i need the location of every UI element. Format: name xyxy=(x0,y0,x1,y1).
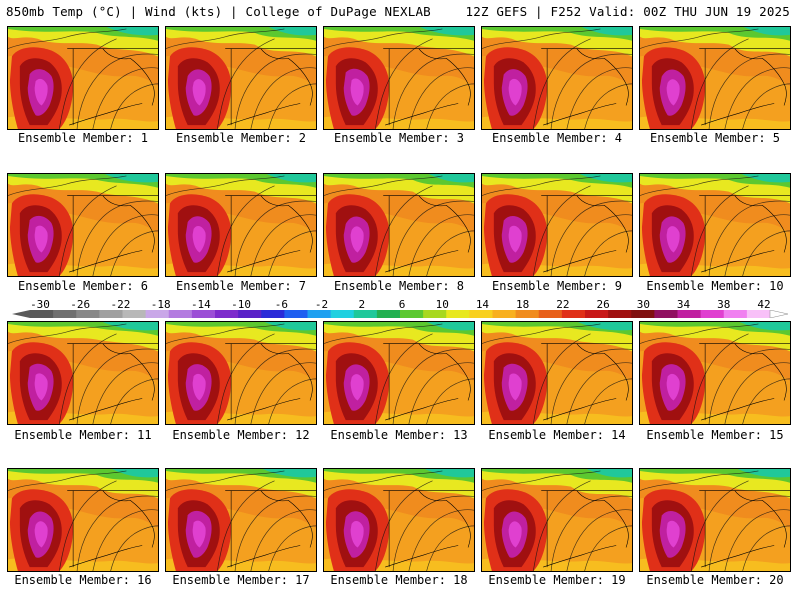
temperature-colorbar: -30 -26 -22 -18 -14 -10 -6 -2 2 6 10 14 18 22 26 30 34 38… xyxy=(12,298,788,318)
colorbar-segment xyxy=(122,310,147,318)
colorbar-tick-label: 26 xyxy=(596,298,610,311)
ensemble-member-caption: Ensemble Member: 16 xyxy=(14,573,152,587)
ensemble-member-map xyxy=(481,173,633,277)
colorbar-tick-label: 18 xyxy=(516,298,530,311)
ensemble-member-map xyxy=(7,173,159,277)
ensemble-member-caption: Ensemble Member: 8 xyxy=(333,279,465,293)
ensemble-member-caption: Ensemble Member: 1 xyxy=(17,131,149,145)
colorbar-tick-label: 42 xyxy=(757,298,771,311)
colorbar-tick-label: 34 xyxy=(676,298,691,311)
colorbar-tick-label: -6 xyxy=(274,298,288,311)
colorbar-tick-label: 2 xyxy=(358,298,366,311)
colorbar-segment xyxy=(677,310,702,318)
ensemble-member-caption: Ensemble Member: 20 xyxy=(646,573,784,587)
colorbar-segment xyxy=(700,310,725,318)
colorbar-segment xyxy=(746,310,771,318)
colorbar-segment xyxy=(515,310,540,318)
colorbar-tick-label: -2 xyxy=(314,298,329,311)
colorbar-tick-label: -14 xyxy=(190,298,211,311)
colorbar-tick-label: -10 xyxy=(231,298,252,311)
run-valid-time: 12Z GEFS | F252 Valid: 00Z THU JUN 19 20… xyxy=(465,4,790,19)
colorbar-segment xyxy=(654,310,678,318)
ensemble-member-caption: Ensemble Member: 5 xyxy=(649,131,781,145)
ensemble-member-caption: Ensemble Member: 12 xyxy=(172,428,310,442)
ensemble-member-caption: Ensemble Member: 15 xyxy=(646,428,784,442)
colorbar-tick-label: -18 xyxy=(150,298,171,311)
colorbar-tick-label: 38 xyxy=(717,298,731,311)
colorbar-tick-label: 10 xyxy=(435,298,449,311)
colorbar-segment xyxy=(168,310,193,318)
ensemble-member-map xyxy=(7,468,159,572)
ensemble-member-caption: Ensemble Member: 4 xyxy=(491,131,623,145)
colorbar-segment xyxy=(76,310,100,318)
ensemble-member-caption: Ensemble Member: 6 xyxy=(17,279,149,293)
ensemble-member-caption: Ensemble Member: 18 xyxy=(330,573,468,587)
ensemble-member-map xyxy=(639,321,791,425)
colorbar-tick-label: -26 xyxy=(70,298,91,311)
ensemble-member-caption: Ensemble Member: 11 xyxy=(14,428,152,442)
colorbar-tick-label: 14 xyxy=(475,298,490,311)
colorbar-strip xyxy=(12,310,788,318)
colorbar-segment xyxy=(376,310,401,318)
colorbar-tick-label: 30 xyxy=(636,298,650,311)
ensemble-member-map xyxy=(639,26,791,130)
ensemble-member-map xyxy=(323,321,475,425)
ensemble-member-map xyxy=(323,26,475,130)
ensemble-member-caption: Ensemble Member: 19 xyxy=(488,573,626,587)
colorbar-segment xyxy=(608,310,632,318)
colorbar-segment xyxy=(469,310,493,318)
ensemble-member-map xyxy=(165,173,317,277)
colorbar-min-arrow xyxy=(12,310,30,318)
ensemble-member-caption: Ensemble Member: 14 xyxy=(488,428,626,442)
colorbar-segment xyxy=(99,310,123,318)
colorbar-tick-label: 6 xyxy=(398,298,406,311)
colorbar-segment xyxy=(307,310,332,318)
colorbar-segment xyxy=(538,310,563,318)
colorbar-tick-label: -30 xyxy=(30,298,50,311)
ensemble-member-map xyxy=(7,26,159,130)
ensemble-member-caption: Ensemble Member: 17 xyxy=(172,573,310,587)
colorbar-segment xyxy=(631,310,655,318)
colorbar-max-arrow xyxy=(769,310,788,318)
colorbar-tick-label: 22 xyxy=(556,298,570,311)
ensemble-member-map xyxy=(165,468,317,572)
colorbar-segment xyxy=(330,310,355,318)
colorbar-segment xyxy=(238,310,262,318)
ensemble-member-caption: Ensemble Member: 9 xyxy=(491,279,623,293)
colorbar-segment xyxy=(215,310,239,318)
ensemble-member-map xyxy=(323,468,475,572)
ensemble-member-map xyxy=(165,321,317,425)
ensemble-member-map xyxy=(481,321,633,425)
ensemble-member-map xyxy=(323,173,475,277)
colorbar-segment xyxy=(353,310,378,318)
ensemble-member-map xyxy=(165,26,317,130)
colorbar-tick-label: -22 xyxy=(110,298,131,311)
ensemble-member-caption: Ensemble Member: 7 xyxy=(175,279,307,293)
ensemble-member-map xyxy=(7,321,159,425)
ensemble-member-map xyxy=(481,26,633,130)
colorbar-segment xyxy=(400,310,424,318)
colorbar-segment xyxy=(30,310,54,318)
colorbar-segment xyxy=(492,310,517,318)
colorbar-segment xyxy=(446,310,470,318)
ensemble-member-map xyxy=(639,173,791,277)
colorbar-segment xyxy=(585,310,609,318)
colorbar-segment xyxy=(53,310,77,318)
colorbar-segment xyxy=(261,310,285,318)
ensemble-member-map xyxy=(481,468,633,572)
colorbar-segment xyxy=(284,310,308,318)
colorbar-segment xyxy=(561,310,586,318)
colorbar-segment xyxy=(423,310,447,318)
ensemble-member-caption: Ensemble Member: 10 xyxy=(646,279,784,293)
ensemble-member-caption: Ensemble Member: 13 xyxy=(330,428,468,442)
colorbar-segment xyxy=(723,310,748,318)
ensemble-member-caption: Ensemble Member: 2 xyxy=(175,131,307,145)
map-title: 850mb Temp (°C) | Wind (kts) | College o… xyxy=(6,4,431,19)
colorbar-segment xyxy=(191,310,216,318)
ensemble-member-map xyxy=(639,468,791,572)
colorbar-segment xyxy=(145,310,170,318)
ensemble-member-caption: Ensemble Member: 3 xyxy=(333,131,465,145)
